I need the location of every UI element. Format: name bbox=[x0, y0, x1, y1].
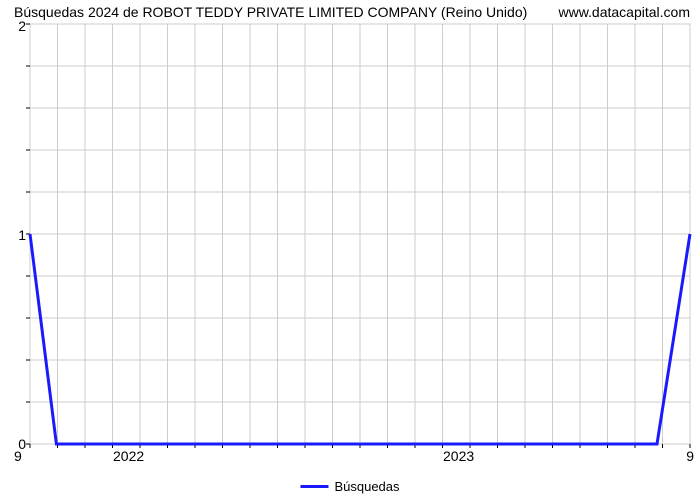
chart-plot-area bbox=[30, 24, 690, 444]
legend-line-swatch bbox=[300, 485, 328, 488]
x-tick-2023: 2023 bbox=[443, 448, 474, 464]
corner-left-label: 9 bbox=[14, 448, 22, 464]
legend-label: Búsquedas bbox=[334, 479, 399, 494]
chart-svg bbox=[30, 24, 690, 444]
chart-legend: Búsquedas bbox=[300, 479, 399, 494]
y-tick-2: 2 bbox=[14, 18, 26, 34]
chart-title: Búsquedas 2024 de ROBOT TEDDY PRIVATE LI… bbox=[14, 4, 527, 20]
x-tick-2022: 2022 bbox=[113, 448, 144, 464]
corner-right-label: 9 bbox=[686, 448, 694, 464]
watermark-text: www.datacapital.com bbox=[558, 4, 690, 20]
y-tick-1: 1 bbox=[14, 227, 26, 243]
